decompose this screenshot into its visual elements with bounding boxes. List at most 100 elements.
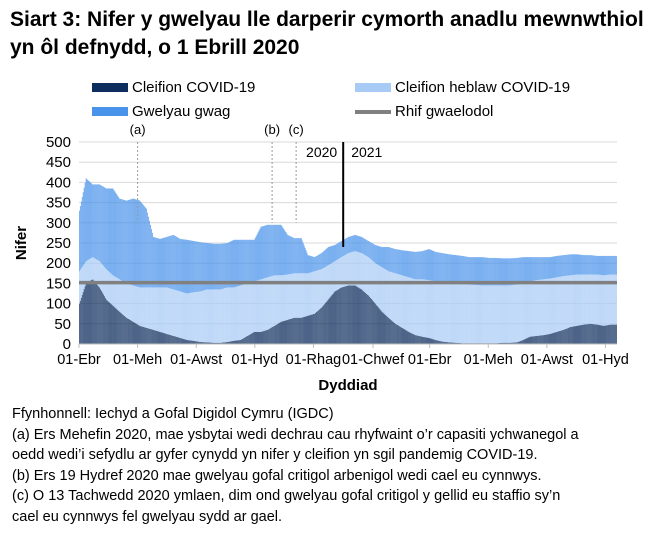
legend-swatch-non-covid bbox=[355, 83, 391, 92]
bar-non-covid bbox=[532, 280, 534, 337]
bar-empty bbox=[308, 255, 310, 274]
bar-non-covid bbox=[431, 280, 433, 339]
bar-non-covid bbox=[479, 285, 481, 344]
bar-empty bbox=[247, 239, 248, 284]
bar-covid bbox=[85, 283, 87, 344]
bar-non-covid bbox=[370, 258, 371, 298]
bar-empty bbox=[598, 255, 600, 275]
bar-empty bbox=[191, 240, 193, 293]
bar-non-covid bbox=[197, 291, 198, 342]
bar-non-covid bbox=[481, 285, 483, 344]
bar-non-covid bbox=[411, 278, 413, 334]
bar-non-covid bbox=[251, 281, 253, 334]
bar-empty bbox=[139, 200, 141, 288]
bar-covid bbox=[544, 334, 546, 344]
bar-empty bbox=[375, 245, 377, 264]
bar-empty bbox=[582, 255, 584, 275]
year-label-right: 2021 bbox=[351, 144, 382, 160]
bar-non-covid bbox=[140, 287, 142, 327]
bar-non-covid bbox=[503, 285, 505, 343]
bar-covid bbox=[121, 313, 122, 344]
bar-empty bbox=[138, 200, 140, 288]
bar-non-covid bbox=[372, 260, 373, 301]
bar-empty bbox=[550, 256, 552, 279]
bar-covid bbox=[311, 314, 313, 344]
bar-empty bbox=[583, 255, 585, 275]
bar-empty bbox=[214, 243, 216, 290]
bar-empty bbox=[316, 255, 317, 271]
bar-empty bbox=[571, 254, 573, 276]
bar-covid bbox=[134, 322, 136, 344]
bar-empty bbox=[157, 238, 159, 288]
bar-covid bbox=[143, 326, 145, 344]
bar-covid bbox=[411, 333, 413, 344]
bar-empty bbox=[461, 255, 463, 285]
bar-empty bbox=[94, 184, 96, 259]
bar-empty bbox=[570, 254, 572, 276]
bar-covid bbox=[512, 342, 513, 344]
bar-covid bbox=[564, 329, 565, 344]
bar-empty bbox=[210, 243, 212, 290]
bar-non-covid bbox=[596, 274, 598, 325]
bar-empty bbox=[614, 255, 615, 275]
bar-covid bbox=[259, 331, 261, 344]
bar-covid bbox=[582, 324, 584, 344]
bar-covid bbox=[561, 330, 562, 344]
bar-empty bbox=[207, 243, 209, 290]
x-tick-label: 01-Meh bbox=[113, 352, 162, 368]
bar-non-covid bbox=[493, 285, 494, 344]
bar-covid bbox=[539, 335, 540, 344]
bar-empty bbox=[143, 205, 145, 288]
bar-empty bbox=[463, 256, 464, 285]
bar-empty bbox=[333, 245, 335, 262]
bar-non-covid bbox=[505, 285, 507, 343]
bar-covid bbox=[269, 328, 270, 344]
bar-empty bbox=[542, 257, 543, 280]
bar-non-covid bbox=[261, 279, 263, 332]
bar-covid bbox=[408, 331, 410, 344]
bar-covid bbox=[90, 280, 92, 344]
bar-non-covid bbox=[125, 282, 126, 317]
bar-covid bbox=[283, 320, 285, 344]
bar-non-covid bbox=[83, 264, 85, 290]
bar-covid bbox=[601, 325, 603, 344]
bar-non-covid bbox=[308, 273, 310, 316]
bar-non-covid bbox=[498, 285, 500, 344]
bar-covid bbox=[310, 314, 312, 344]
bar-covid bbox=[343, 286, 344, 344]
bar-empty bbox=[465, 256, 466, 285]
bar-non-covid bbox=[368, 257, 369, 296]
bar-empty bbox=[552, 256, 554, 279]
bar-non-covid bbox=[567, 275, 568, 329]
bar-covid bbox=[362, 290, 364, 344]
bar-empty bbox=[377, 245, 379, 265]
bar-covid bbox=[396, 324, 397, 344]
bar-empty bbox=[114, 191, 116, 277]
bar-non-covid bbox=[454, 283, 456, 343]
bar-empty bbox=[343, 239, 344, 256]
bar-empty bbox=[174, 235, 175, 290]
y-tick-label: 50 bbox=[54, 316, 71, 333]
bar-empty bbox=[372, 243, 373, 261]
bar-covid bbox=[257, 331, 259, 344]
bar-empty bbox=[238, 239, 240, 286]
y-tick-label: 200 bbox=[46, 255, 71, 272]
bar-empty bbox=[451, 254, 453, 284]
bar-non-covid bbox=[470, 284, 471, 344]
bar-covid bbox=[407, 331, 409, 344]
bar-covid bbox=[108, 302, 110, 344]
bar-covid bbox=[577, 325, 579, 344]
bar-covid bbox=[289, 319, 291, 344]
bar-non-covid bbox=[439, 282, 440, 341]
bar-empty bbox=[435, 251, 437, 282]
bar-empty bbox=[213, 243, 215, 290]
bar-empty bbox=[519, 257, 521, 284]
x-axis-label: Dyddiad bbox=[318, 377, 377, 394]
bar-non-covid bbox=[356, 251, 358, 287]
bar-non-covid bbox=[345, 254, 346, 287]
bar-non-covid bbox=[397, 274, 399, 326]
bar-covid bbox=[308, 315, 310, 344]
bar-empty bbox=[504, 258, 506, 286]
bar-non-covid bbox=[536, 280, 537, 336]
bar-empty bbox=[263, 225, 265, 279]
